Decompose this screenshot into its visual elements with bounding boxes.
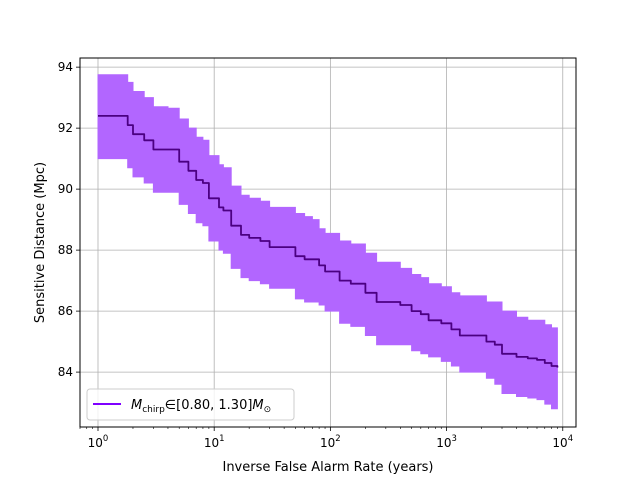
x-tick-label: 100 (88, 434, 109, 450)
x-tick-label: 102 (320, 434, 341, 450)
legend-box (86, 388, 295, 421)
x-tick-label: 103 (436, 434, 457, 450)
y-tick-label: 88 (58, 243, 73, 257)
legend-range: ∈[0.80, 1.30] (165, 398, 253, 413)
y-axis-label: Sensitive Distance (Mpc) (33, 162, 48, 323)
x-axis-ticks: 100 101 102 103 104 (79, 427, 573, 450)
y-tick-label: 86 (58, 304, 73, 318)
x-axis-label: Inverse False Alarm Rate (years) (222, 460, 433, 475)
y-tick-label: 90 (58, 182, 73, 196)
y-axis-ticks: 84 86 88 90 92 94 (58, 60, 80, 379)
legend-mass-subscript: chirp (142, 405, 165, 415)
x-tick-label: 101 (204, 434, 225, 450)
median-line (98, 115, 559, 368)
y-tick-label: 92 (58, 121, 73, 135)
legend-unit-subscript: ⊙ (264, 405, 272, 415)
legend-mass-symbol: M (131, 398, 142, 413)
x-tick-label: 104 (552, 434, 573, 450)
legend: Mchirp∈[0.80, 1.30]M⊙ (86, 388, 295, 421)
confidence-band (97, 74, 558, 410)
legend-unit: M (252, 398, 263, 413)
axes-frame (79, 57, 577, 428)
confidence-band-area (97, 74, 558, 410)
y-tick-label: 84 (58, 365, 73, 379)
series-line (98, 115, 559, 368)
y-tick-label: 94 (58, 60, 73, 74)
legend-label: Mchirp∈[0.80, 1.30]M⊙ (131, 398, 271, 415)
